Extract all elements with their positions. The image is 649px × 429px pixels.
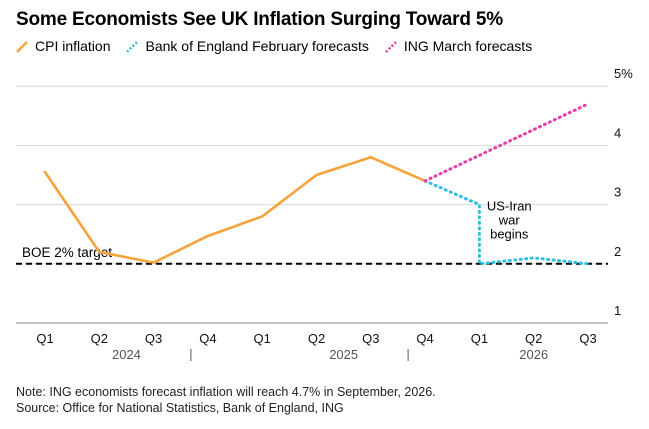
- chart-legend: CPI inflation Bank of England February f…: [16, 38, 548, 54]
- chart-note: Note: ING economists forecast inflation …: [16, 385, 436, 399]
- legend-swatch-cpi: [16, 40, 28, 53]
- x-tick-label-9: Q2: [525, 331, 542, 346]
- x-tick-label-6: Q3: [362, 331, 379, 346]
- x-tick-label-10: Q3: [579, 331, 596, 346]
- year-label-0: 2024: [112, 347, 141, 362]
- x-tick-label-0: Q1: [36, 331, 53, 346]
- series-line-2: [423, 102, 590, 183]
- y-tick-label-0: 5%: [614, 66, 633, 81]
- x-tick-label-7: Q4: [416, 331, 433, 346]
- x-tick-label-8: Q1: [471, 331, 488, 346]
- legend-item-cpi: CPI inflation: [16, 38, 110, 54]
- x-tick-label-5: Q2: [308, 331, 325, 346]
- series-line-0: [43, 155, 427, 264]
- legend-item-ing: ING March forecasts: [384, 38, 533, 54]
- x-tick-label-3: Q4: [199, 331, 216, 346]
- x-tick-label-2: Q3: [145, 331, 162, 346]
- legend-label-boe: Bank of England February forecasts: [145, 38, 369, 54]
- y-tick-label-1: 4: [614, 125, 621, 140]
- annotation-line-0: US-Iran: [487, 199, 532, 214]
- series-line-1: [423, 179, 590, 266]
- x-tick-label-1: Q2: [91, 331, 108, 346]
- y-tick-label-2: 3: [614, 185, 621, 200]
- legend-item-boe: Bank of England February forecasts: [126, 38, 369, 54]
- annotation-line-1: war: [498, 213, 521, 228]
- x-tick-label-4: Q1: [254, 331, 271, 346]
- year-label-2: 2026: [519, 347, 548, 362]
- chart-source: Source: Office for National Statistics, …: [16, 401, 344, 415]
- legend-label-cpi: CPI inflation: [35, 38, 111, 54]
- annotation-line-2: begins: [490, 227, 529, 242]
- y-tick-label-4: 1: [614, 303, 621, 318]
- y-tick-label-3: 2: [614, 244, 621, 259]
- reference-line-label: BOE 2% target: [22, 245, 112, 260]
- chart-title: Some Economists See UK Inflation Surging…: [16, 9, 503, 30]
- year-label-1: 2025: [329, 347, 358, 362]
- legend-label-ing: ING March forecasts: [403, 38, 533, 54]
